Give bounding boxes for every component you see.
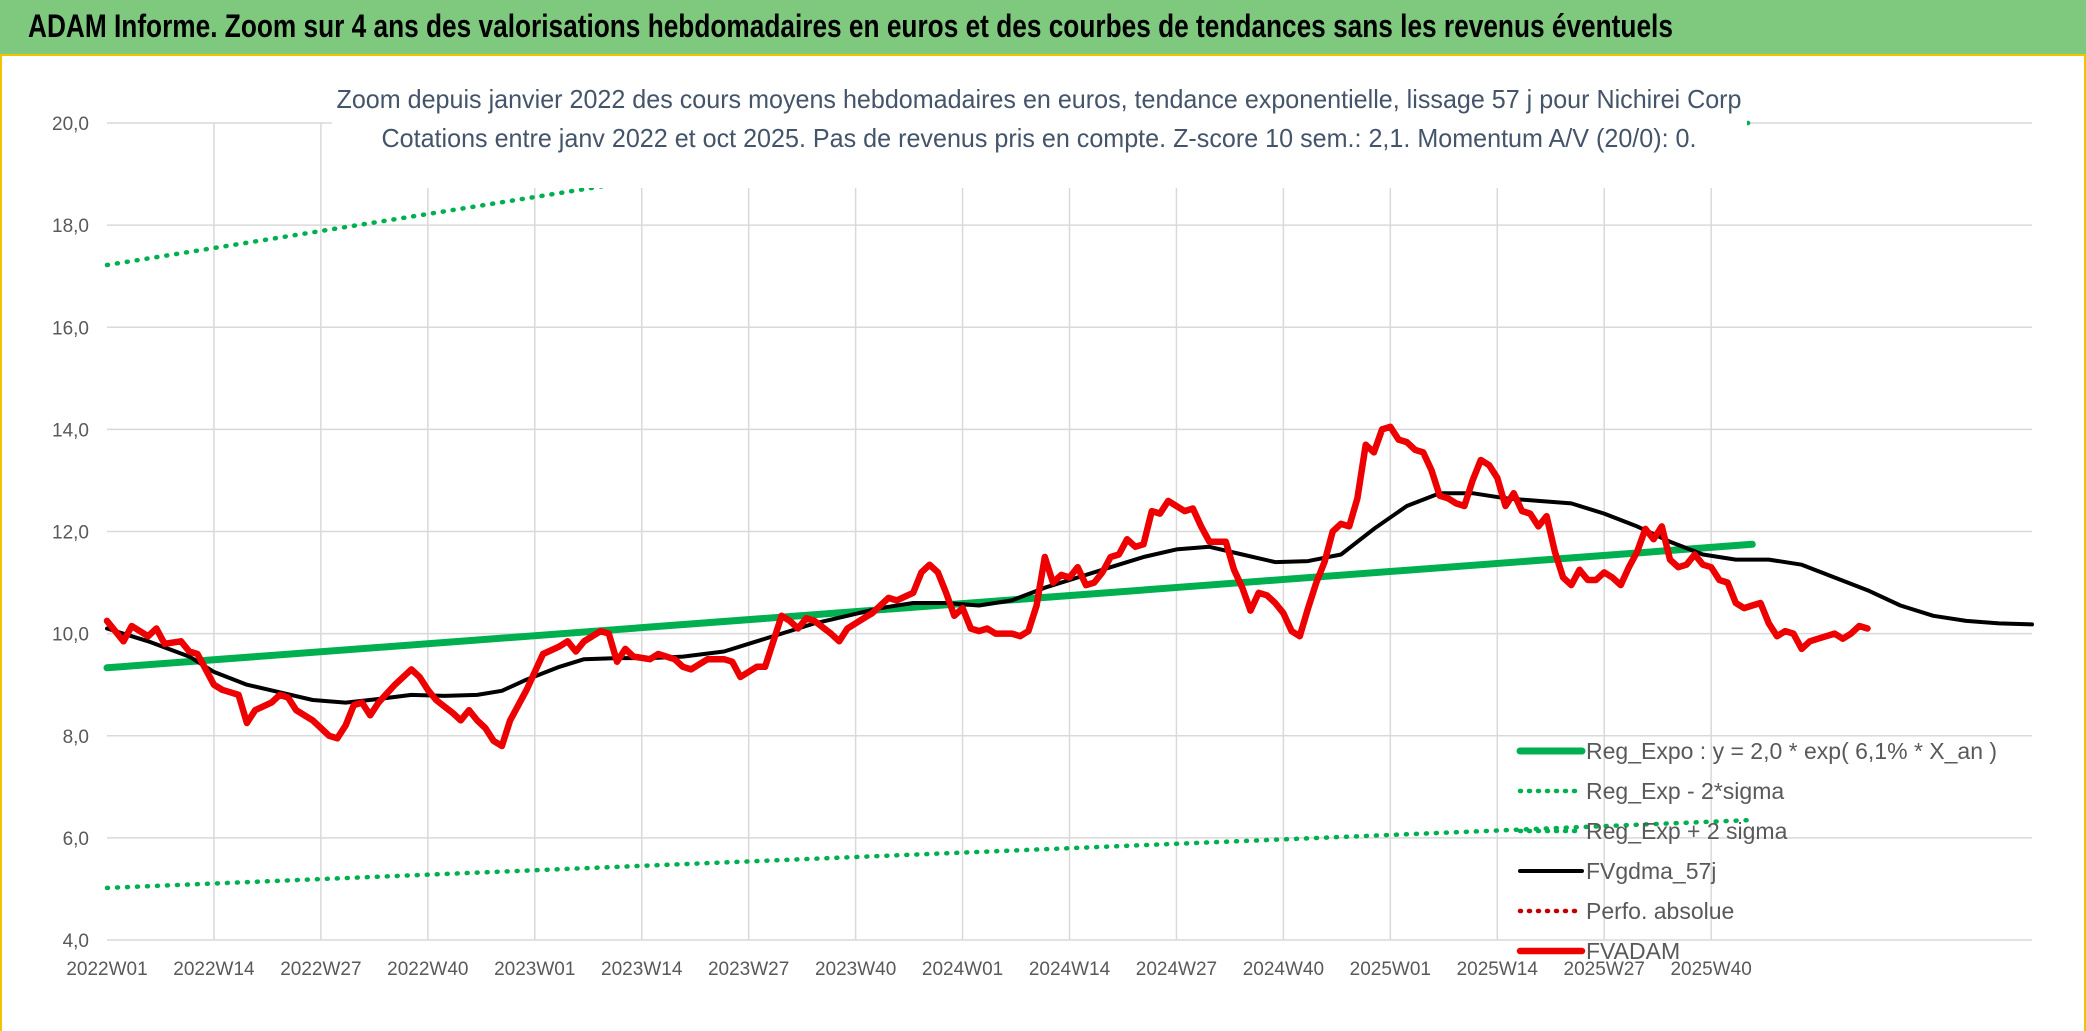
x-tick-label: 2023W27 xyxy=(708,959,789,980)
chart-titles: Zoom depuis janvier 2022 des cours moyen… xyxy=(332,76,1747,188)
legend-label-perfo-absolue: Perfo. absolue xyxy=(1586,898,1734,924)
x-tick-label: 2025W01 xyxy=(1350,959,1431,980)
x-tick-label: 2025W27 xyxy=(1564,959,1645,980)
y-tick-label: 12,0 xyxy=(52,523,89,544)
legend-label-reg-expo-y-2-0-exp-6-1-x-an: Reg_Expo : y = 2,0 * exp( 6,1% * X_an ) xyxy=(1586,738,1997,764)
x-tick-label: 2023W40 xyxy=(815,959,896,980)
x-tick-label: 2022W27 xyxy=(280,959,361,980)
x-tick-label: 2023W14 xyxy=(601,959,683,980)
x-tick-label: 2022W14 xyxy=(173,959,255,980)
series-line-fvadam xyxy=(103,423,1871,750)
chart-title: Zoom depuis janvier 2022 des cours moyen… xyxy=(337,84,1742,114)
x-tick-label: 2022W40 xyxy=(387,959,468,980)
legend-label-reg-exp-2-sigma: Reg_Exp + 2 sigma xyxy=(1586,818,1788,844)
y-tick-label: 14,0 xyxy=(52,420,89,441)
x-tick-label: 2022W01 xyxy=(66,959,147,980)
axes: 4,0 6,0 8,0 10,0 12,0 14,0 16,0 18,0 20,0 2022W01… xyxy=(52,114,1752,980)
y-tick-label: 18,0 xyxy=(52,216,89,237)
grid xyxy=(107,122,2032,941)
x-tick-label: 2025W14 xyxy=(1457,959,1539,980)
chart-subtitle: Cotations entre janv 2022 et oct 2025. P… xyxy=(382,123,1697,153)
y-tick-label: 16,0 xyxy=(52,318,89,339)
y-tick-label: 20,0 xyxy=(52,114,89,135)
x-tick-label: 2025W40 xyxy=(1670,959,1751,980)
y-tick-label: 4,0 xyxy=(63,931,89,952)
page-header: ADAM Informe. Zoom sur 4 ans des valoris… xyxy=(0,0,2086,56)
series-layer xyxy=(103,120,2034,891)
x-tick-label: 2023W01 xyxy=(494,959,575,980)
legend: Reg_Expo : y = 2,0 * exp( 6,1% * X_an ) R… xyxy=(1516,738,1997,964)
legend-label-fvadam: FVADAM xyxy=(1586,938,1680,964)
chart-title-background xyxy=(332,76,1747,188)
series-line-reg-exp-2-sigma xyxy=(104,817,1755,891)
y-tick-label: 8,0 xyxy=(63,727,89,748)
chart-frame: 4,0 6,0 8,0 10,0 12,0 14,0 16,0 18,0 20,0 2022W01… xyxy=(0,56,2086,1031)
x-tick-label: 2024W14 xyxy=(1029,959,1111,980)
y-tick-label: 6,0 xyxy=(63,829,89,850)
series-line-reg-expo-y-2-0-exp-6-1-x-an xyxy=(103,540,1756,672)
x-tick-label: 2024W01 xyxy=(922,959,1003,980)
y-tick-label: 10,0 xyxy=(52,625,89,646)
legend-label-reg-exp-2-sigma: Reg_Exp - 2*sigma xyxy=(1586,778,1784,804)
series-line-fvgdma-57j xyxy=(105,491,2034,705)
x-tick-label: 2024W40 xyxy=(1243,959,1324,980)
x-tick-label: 2024W27 xyxy=(1136,959,1217,980)
legend-label-fvgdma-57j: FVgdma_57j xyxy=(1586,858,1716,884)
chart-canvas: 4,0 6,0 8,0 10,0 12,0 14,0 16,0 18,0 20,0 2022W01… xyxy=(52,76,2034,980)
page-title: ADAM Informe. Zoom sur 4 ans des valoris… xyxy=(28,8,1673,44)
